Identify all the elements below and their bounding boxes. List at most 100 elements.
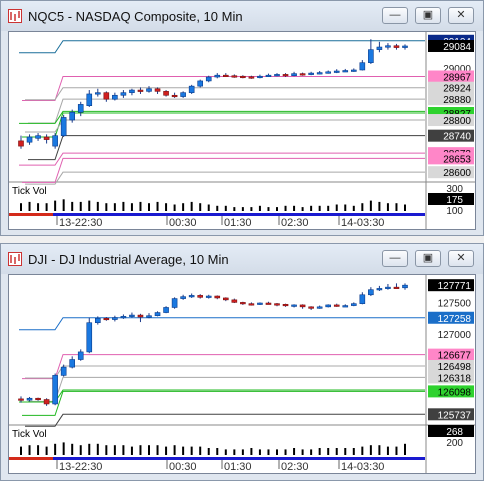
candle [299,304,306,308]
price-badge [428,385,474,398]
window-title: NQC5 - NASDAQ Composite, 10 Min [28,9,243,24]
candle [342,70,349,73]
candle [385,286,391,289]
price-label: 127771 [438,281,472,292]
volume-badge [428,193,474,205]
candle [231,299,238,303]
candle [393,286,400,289]
candle [69,111,76,121]
price-label: 126498 [438,362,472,373]
price-label: 126318 [438,373,472,384]
candle [333,304,340,307]
candle [291,73,297,77]
price-label: 28600 [443,168,471,179]
level-line [25,171,425,185]
candle [26,397,33,401]
candle [325,71,332,74]
price-badge [428,311,474,324]
chart-window-nqc5[interactable]: NQC5 - NASDAQ Composite, 10 Min — ▣ ✕ 29… [0,0,484,236]
time-label: 14-03:30 [341,217,384,229]
level-line [25,119,425,133]
candle [376,288,383,291]
price-badge [428,93,474,106]
price-label: 127000 [438,330,472,341]
candle [197,295,203,298]
close-button[interactable]: ✕ [448,7,474,24]
level-line [19,110,425,124]
price-label: 28880 [443,95,471,106]
candle [342,305,349,308]
chart-window-dji[interactable]: DJI - DJ Industrial Average, 10 Min — ▣ … [0,243,484,481]
volume-badge [428,425,474,437]
session-bar-blue [53,213,425,216]
candle [376,46,383,50]
time-label: 14-03:30 [341,461,384,473]
candle [35,135,41,139]
candle [137,314,144,318]
price-chart[interactable]: 2910429084290002896728924288802882728800… [8,31,476,230]
candle [299,73,306,76]
candle [77,351,84,360]
candle [69,359,76,368]
candle [393,45,400,48]
price-label: 126098 [438,387,472,398]
candle [350,303,357,306]
volume-axis-label: 175 [446,195,463,206]
candle [274,303,280,306]
candle [171,298,178,308]
candle [214,74,221,78]
price-badge [428,81,474,94]
level-line [25,413,425,427]
candle [333,70,340,73]
candle [52,375,58,405]
price-label: 127258 [438,314,472,325]
candle [163,307,169,313]
candle [137,89,144,92]
candle [291,304,297,307]
candle [77,104,84,113]
level-line [19,317,425,331]
candle [385,45,391,48]
candle [350,69,357,72]
candle [35,397,41,401]
restore-icon: ▣ [422,252,434,264]
candle [52,135,58,147]
price-badge [428,166,474,179]
candle [43,399,50,405]
time-label: 02:30 [281,461,309,473]
price-badge [428,114,474,127]
candle [223,74,229,77]
price-chart-canvas[interactable]: 2910429084290002896728924288802882728800… [9,32,475,229]
level-line [22,157,425,183]
time-label: 01:30 [224,461,252,473]
price-badge [428,348,474,361]
candle [154,88,161,92]
session-bar-blue [53,457,425,460]
candle [171,94,178,98]
candle [180,296,186,299]
candle [18,140,24,147]
restore-button[interactable]: ▣ [415,250,441,267]
candle [180,92,186,97]
candle [197,80,203,87]
window-title: DJI - DJ Industrial Average, 10 Min [28,252,229,267]
price-chart-canvas[interactable]: 127771 127500 127258 127000 1266771264981263… [9,275,475,473]
candle [308,72,314,75]
price-chart[interactable]: 127771 127500 127258 127000 126677 126498 1263… [8,274,476,474]
price-label: 28740 [443,132,471,143]
close-button[interactable]: ✕ [448,250,474,267]
title-bar[interactable]: NQC5 - NASDAQ Composite, 10 Min — ▣ ✕ [1,1,483,31]
candle [103,317,110,321]
minimize-button[interactable]: — [382,250,408,267]
level-line [22,390,425,416]
candle [223,297,229,301]
title-bar[interactable]: DJI - DJ Industrial Average, 10 Min — ▣ … [1,244,483,274]
price-label: 29000 [443,64,471,75]
price-badge [428,371,474,384]
candle [265,74,272,77]
volume-axis-label: 200 [446,438,463,449]
level-line [25,87,425,101]
restore-button[interactable]: ▣ [415,7,441,24]
price-badge [428,152,474,165]
minimize-button[interactable]: — [382,7,408,24]
